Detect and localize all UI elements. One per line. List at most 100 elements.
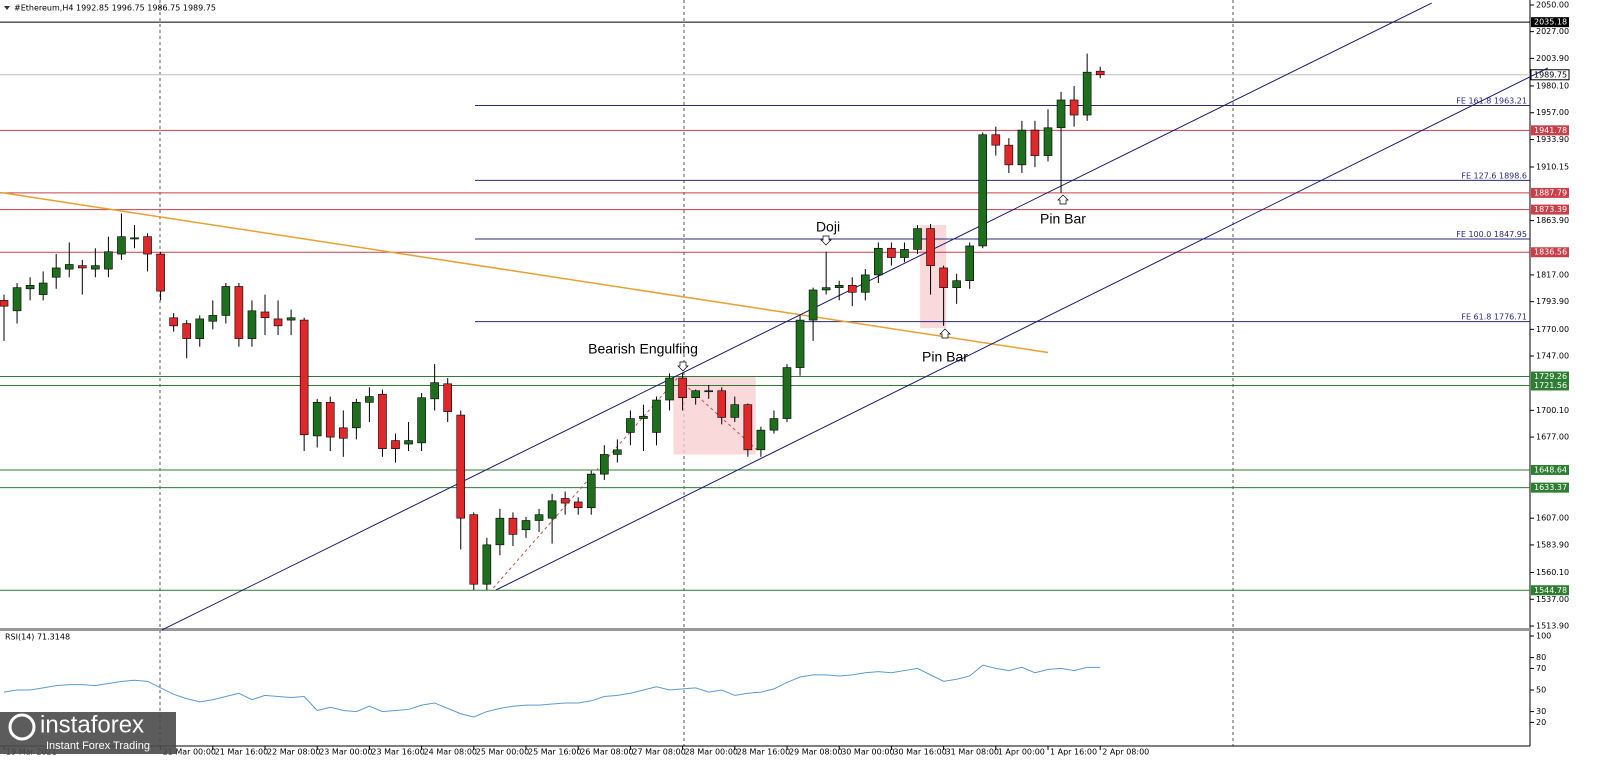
candle-body xyxy=(639,415,648,419)
candle-body xyxy=(730,404,740,418)
x-tick-label: 21 Mar 00:00 xyxy=(163,748,216,757)
candle-body xyxy=(338,427,348,439)
rsi-tick-label: 80 xyxy=(1536,653,1546,662)
y-tick-label: 1607.00 xyxy=(1536,514,1569,523)
fibo-value: 1898.6 xyxy=(1499,171,1527,180)
candle-body xyxy=(156,253,165,292)
y-tick-label: 1957.00 xyxy=(1536,108,1569,117)
annotation: Pin Bar xyxy=(922,349,968,365)
candle-body xyxy=(939,267,948,288)
x-tick-label: 30 Mar 00:00 xyxy=(841,748,894,757)
trend-line xyxy=(161,2,1432,631)
fibo-label: FE 127.6 1898.6 xyxy=(1461,171,1527,180)
level-label-box xyxy=(1531,371,1569,382)
rsi-tick-label: 70 xyxy=(1536,664,1546,673)
candle-body xyxy=(38,282,48,295)
candle-body xyxy=(652,399,661,433)
highlight-zone xyxy=(673,376,756,455)
fibo-value: 1847.95 xyxy=(1494,230,1527,239)
candle-body xyxy=(560,498,570,504)
candle-body xyxy=(900,249,909,258)
fibo-name: FE 127.6 xyxy=(1461,171,1496,180)
candle-body xyxy=(234,286,244,339)
annotation-arrow xyxy=(677,361,689,372)
candle-body xyxy=(1069,99,1079,116)
annotation-arrow xyxy=(820,235,832,246)
candle-body xyxy=(469,514,479,585)
annotation-arrow xyxy=(939,328,951,339)
candle-body xyxy=(51,267,61,278)
chart-title: #Ethereum,H4 1992.85 1996.75 1986.75 198… xyxy=(14,4,216,13)
candle-body xyxy=(208,315,218,322)
trend-line xyxy=(1,191,1049,354)
level-label-box xyxy=(1531,204,1569,215)
y-tick-label: 1980.10 xyxy=(1536,81,1569,90)
rsi-tick-label: 20 xyxy=(1536,718,1546,727)
candle-body xyxy=(325,402,335,438)
candle-body xyxy=(391,440,400,449)
rsi-tick-label: 30 xyxy=(1536,707,1546,716)
candle-body xyxy=(247,310,257,339)
candle-body xyxy=(534,514,544,521)
y-tick-label: 1583.90 xyxy=(1536,540,1569,549)
candle-body xyxy=(795,319,805,368)
candle-body xyxy=(169,317,178,327)
level-label-box xyxy=(1531,17,1569,28)
level-label: 1729.26 xyxy=(1534,372,1567,381)
candle-body xyxy=(613,449,622,455)
candle-body xyxy=(626,418,635,433)
y-tick-label: 1910.15 xyxy=(1536,162,1569,171)
annotation: Bearish Engulfing xyxy=(588,341,698,357)
candle-body xyxy=(260,311,270,319)
level-label-box xyxy=(1531,187,1569,198)
logo-name: instaforex xyxy=(40,711,144,738)
fibo-name: FE 100.0 xyxy=(1456,230,1491,239)
x-tick-label: 29 Mar 08:00 xyxy=(789,748,842,757)
x-tick-label: 28 Mar 00:00 xyxy=(685,748,738,757)
y-tick-label: 2050.00 xyxy=(1536,0,1569,9)
fibo-value: 1776.71 xyxy=(1494,312,1527,321)
candle-body xyxy=(521,520,531,531)
x-tick-label: 28 Mar 16:00 xyxy=(737,748,790,757)
y-tick-label: 1863.90 xyxy=(1536,216,1569,225)
candle-body xyxy=(482,544,492,585)
fibo-name: FE 61.8 xyxy=(1461,312,1491,321)
candle-body xyxy=(143,236,152,255)
x-tick-label: 25 Mar 16:00 xyxy=(528,748,581,757)
candle-body xyxy=(547,500,557,519)
y-tick-label: 2027.00 xyxy=(1536,27,1569,36)
y-tick-label: 1700.10 xyxy=(1536,406,1569,415)
fibo-value: 1963.21 xyxy=(1494,96,1527,105)
candle-body xyxy=(717,390,727,418)
candle-body xyxy=(1082,71,1092,116)
logo: instaforex Instant Forex Trading xyxy=(0,711,176,754)
panel-separator xyxy=(0,628,1530,631)
level-label-box xyxy=(1531,125,1569,136)
level-label: 1873.39 xyxy=(1534,205,1567,214)
candle-body xyxy=(443,383,453,412)
candle-body xyxy=(599,454,609,475)
candle-body xyxy=(743,404,753,451)
last-price-label: 1989.75 xyxy=(1534,70,1567,79)
y-tick-label: 2003.90 xyxy=(1536,54,1569,63)
x-tick-label: 25 Mar 00:00 xyxy=(476,748,529,757)
candle-body xyxy=(352,402,361,429)
level-label: 2035.18 xyxy=(1534,18,1567,27)
y-tick-label: 1560.10 xyxy=(1536,568,1569,577)
rsi-tick-label: 100 xyxy=(1536,632,1551,641)
candle-body xyxy=(769,418,779,431)
candle-body xyxy=(273,318,283,327)
x-tick-label: 23 Mar 00:00 xyxy=(319,748,372,757)
candle-body xyxy=(887,247,896,258)
candle-body xyxy=(1017,129,1027,166)
candle-body xyxy=(952,280,961,288)
candle-body xyxy=(312,402,322,437)
candle-body xyxy=(678,377,687,398)
candle-body xyxy=(0,300,9,307)
x-tick-label: 21 Mar 16:00 xyxy=(215,748,268,757)
candle-body xyxy=(1095,70,1105,76)
annotation-arrow xyxy=(1057,194,1069,205)
candle-body xyxy=(130,237,139,240)
level-label-box xyxy=(1531,585,1569,596)
candle-body xyxy=(965,245,975,281)
